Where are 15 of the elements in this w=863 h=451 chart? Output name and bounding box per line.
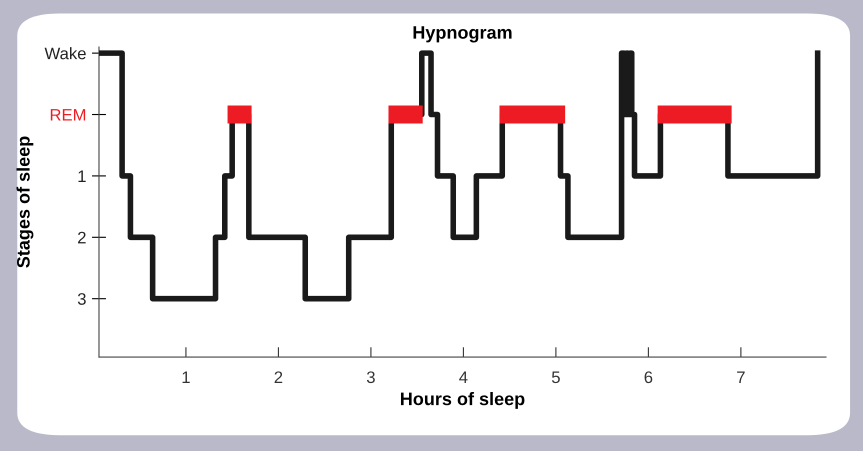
y-tick-label: REM [50,109,86,121]
x-tick-label: 2 [274,371,282,383]
y-tick-label: 3 [78,293,86,305]
x-axis-title: Hours of sleep [400,392,524,409]
x-tick-label: 1 [182,372,190,383]
x-tick-label: 4 [459,372,468,383]
y-tick-label: 1 [78,170,86,182]
chart-title: Hypnogram [414,26,512,42]
x-tick-label: 5 [552,372,560,384]
y-tick-label: Wake [44,47,86,60]
x-tick-label: 6 [644,371,652,384]
y-tick-label: 2 [78,232,86,244]
x-tick-label: 7 [737,372,745,383]
y-axis-title: Stages of sleep [16,136,34,268]
x-tick-label: 3 [366,371,375,384]
